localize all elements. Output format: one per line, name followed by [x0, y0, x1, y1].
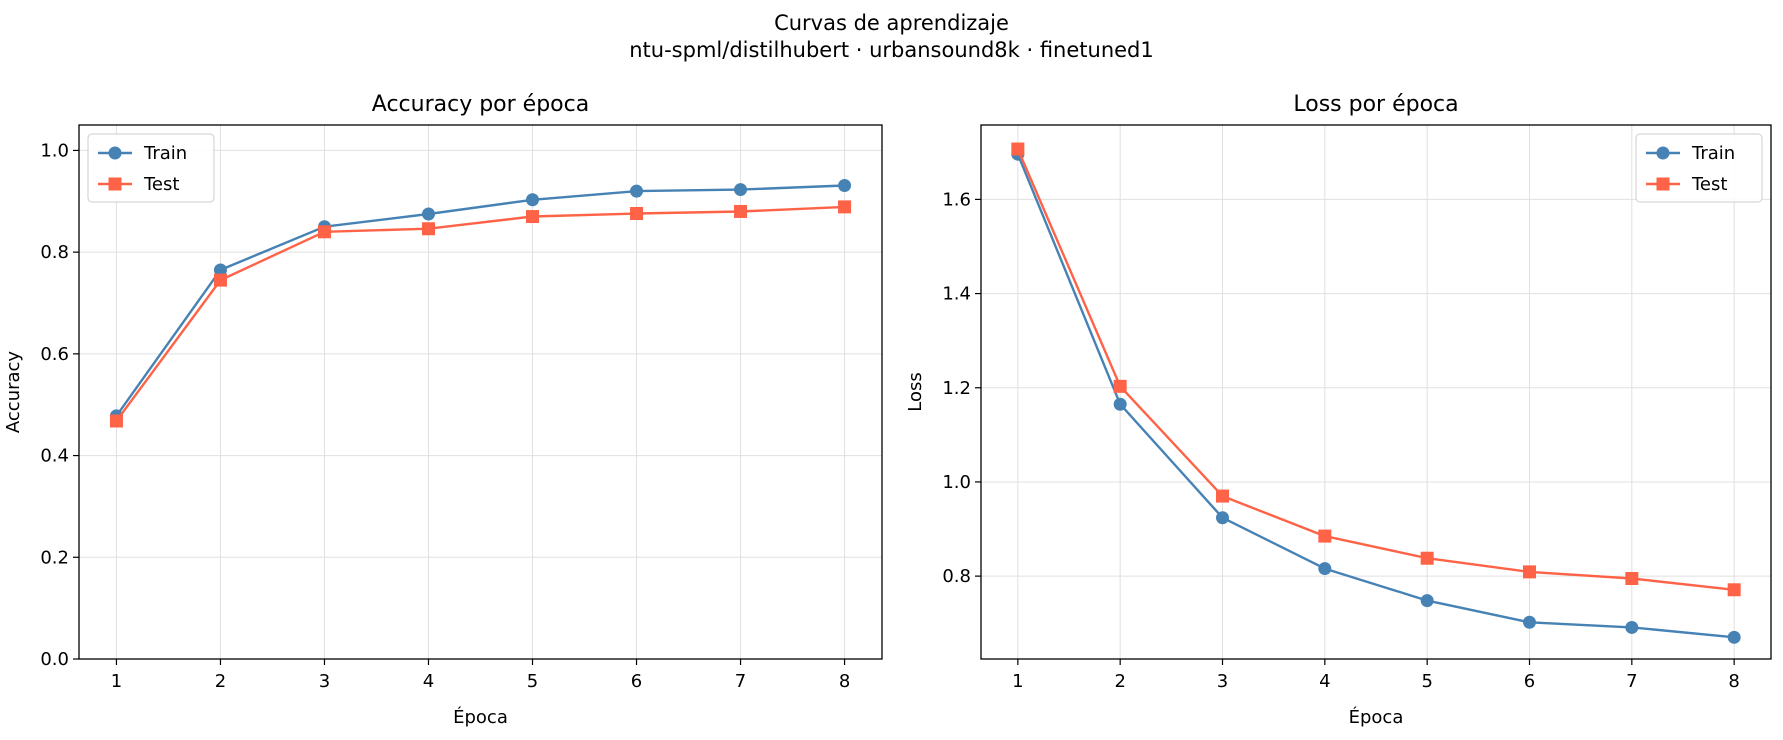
y-axis-label: Loss	[905, 372, 926, 411]
x-tick-label: 8	[1728, 671, 1739, 692]
x-axis-label: Época	[453, 706, 508, 728]
data-point-test	[838, 200, 852, 214]
figure-title: Curvas de aprendizaje	[774, 11, 1009, 35]
y-tick-label: 1.0	[942, 472, 971, 493]
y-tick-label: 0.4	[40, 446, 69, 467]
legend-label-train: Train	[143, 143, 187, 164]
x-tick-label: 4	[1319, 671, 1330, 692]
x-tick-label: 8	[839, 671, 850, 692]
data-point-train	[421, 207, 435, 221]
data-point-train	[630, 184, 644, 198]
data-point-train	[838, 179, 852, 193]
x-tick-label: 6	[1524, 671, 1535, 692]
legend-marker-train	[1656, 146, 1670, 160]
x-tick-label: 3	[1217, 671, 1228, 692]
plot-frame	[78, 124, 883, 660]
data-point-train	[1216, 511, 1230, 525]
y-tick-label: 0.2	[40, 547, 69, 568]
chart-panel-2: 1 2 3 4 5 6 7 8 0.8 1.0 1.2 1.4 1.6 Loss por época Épo…	[905, 92, 1772, 728]
data-point-test	[1113, 379, 1127, 393]
y-tick-label: 1.0	[40, 140, 69, 161]
x-tick-label: 4	[423, 671, 434, 692]
legend-label-test: Test	[1691, 174, 1727, 195]
data-point-train	[1318, 562, 1332, 576]
x-tick-label: 3	[319, 671, 330, 692]
data-point-test	[1011, 142, 1025, 156]
y-tick-label: 0.6	[40, 344, 69, 365]
data-point-train	[1522, 615, 1536, 629]
data-point-test	[213, 273, 227, 287]
figure-subtitle: ntu-spml/distilhubert · urbansound8k · f…	[629, 38, 1154, 62]
data-point-test	[1625, 571, 1639, 585]
x-tick-label: 1	[111, 671, 122, 692]
x-tick-label: 5	[1421, 671, 1432, 692]
data-point-test	[1216, 489, 1230, 503]
x-tick-label: 5	[527, 671, 538, 692]
legend: Train Test	[1635, 133, 1763, 203]
legend-marker-train	[108, 146, 122, 160]
y-axis-label: Accuracy	[3, 351, 24, 434]
x-tick-label: 1	[1012, 671, 1023, 692]
data-point-test	[734, 204, 748, 218]
data-point-test	[109, 414, 123, 428]
data-point-test	[317, 225, 331, 239]
plot-frame	[980, 124, 1772, 660]
data-point-test	[421, 222, 435, 236]
x-tick-label: 6	[631, 671, 642, 692]
data-point-test	[1727, 583, 1741, 597]
chart-title: Loss por época	[1293, 92, 1458, 117]
y-tick-label: 1.6	[942, 189, 971, 210]
data-point-train	[1420, 594, 1434, 608]
legend: Train Test	[87, 133, 215, 203]
chart-panel-1: 1 2 3 4 5 6 7 8 0.0 0.2 0.4 0.6 0.8 1.0 Accuracy por é…	[3, 92, 883, 728]
data-point-test	[1522, 565, 1536, 579]
data-point-test	[1318, 529, 1332, 543]
legend-marker-test	[108, 177, 122, 191]
chart-title: Accuracy por época	[372, 92, 589, 117]
series-line-test	[115, 205, 845, 422]
data-point-train	[1727, 630, 1741, 644]
y-tick-label: 0.8	[40, 242, 69, 263]
data-point-train	[1113, 397, 1127, 411]
series-line-train	[115, 184, 845, 417]
x-tick-label: 2	[215, 671, 226, 692]
data-point-test	[1420, 551, 1434, 565]
y-tick-label: 0.8	[942, 566, 971, 587]
data-point-train	[213, 263, 227, 277]
data-point-test	[630, 206, 644, 220]
legend-label-train: Train	[1691, 143, 1735, 164]
data-point-train	[1625, 620, 1639, 634]
x-tick-label: 7	[1626, 671, 1637, 692]
data-point-train	[734, 183, 748, 197]
legend-marker-test	[1656, 177, 1670, 191]
y-tick-label: 0.0	[40, 649, 69, 670]
y-tick-label: 1.2	[942, 378, 971, 399]
series-line-train	[1016, 153, 1735, 639]
data-point-test	[526, 210, 540, 224]
legend-label-test: Test	[143, 174, 179, 195]
data-point-train	[526, 193, 540, 207]
series-line-test	[1016, 148, 1735, 591]
y-tick-label: 1.4	[942, 284, 971, 305]
x-tick-label: 2	[1114, 671, 1125, 692]
x-tick-label: 7	[735, 671, 746, 692]
x-axis-label: Época	[1349, 706, 1404, 728]
